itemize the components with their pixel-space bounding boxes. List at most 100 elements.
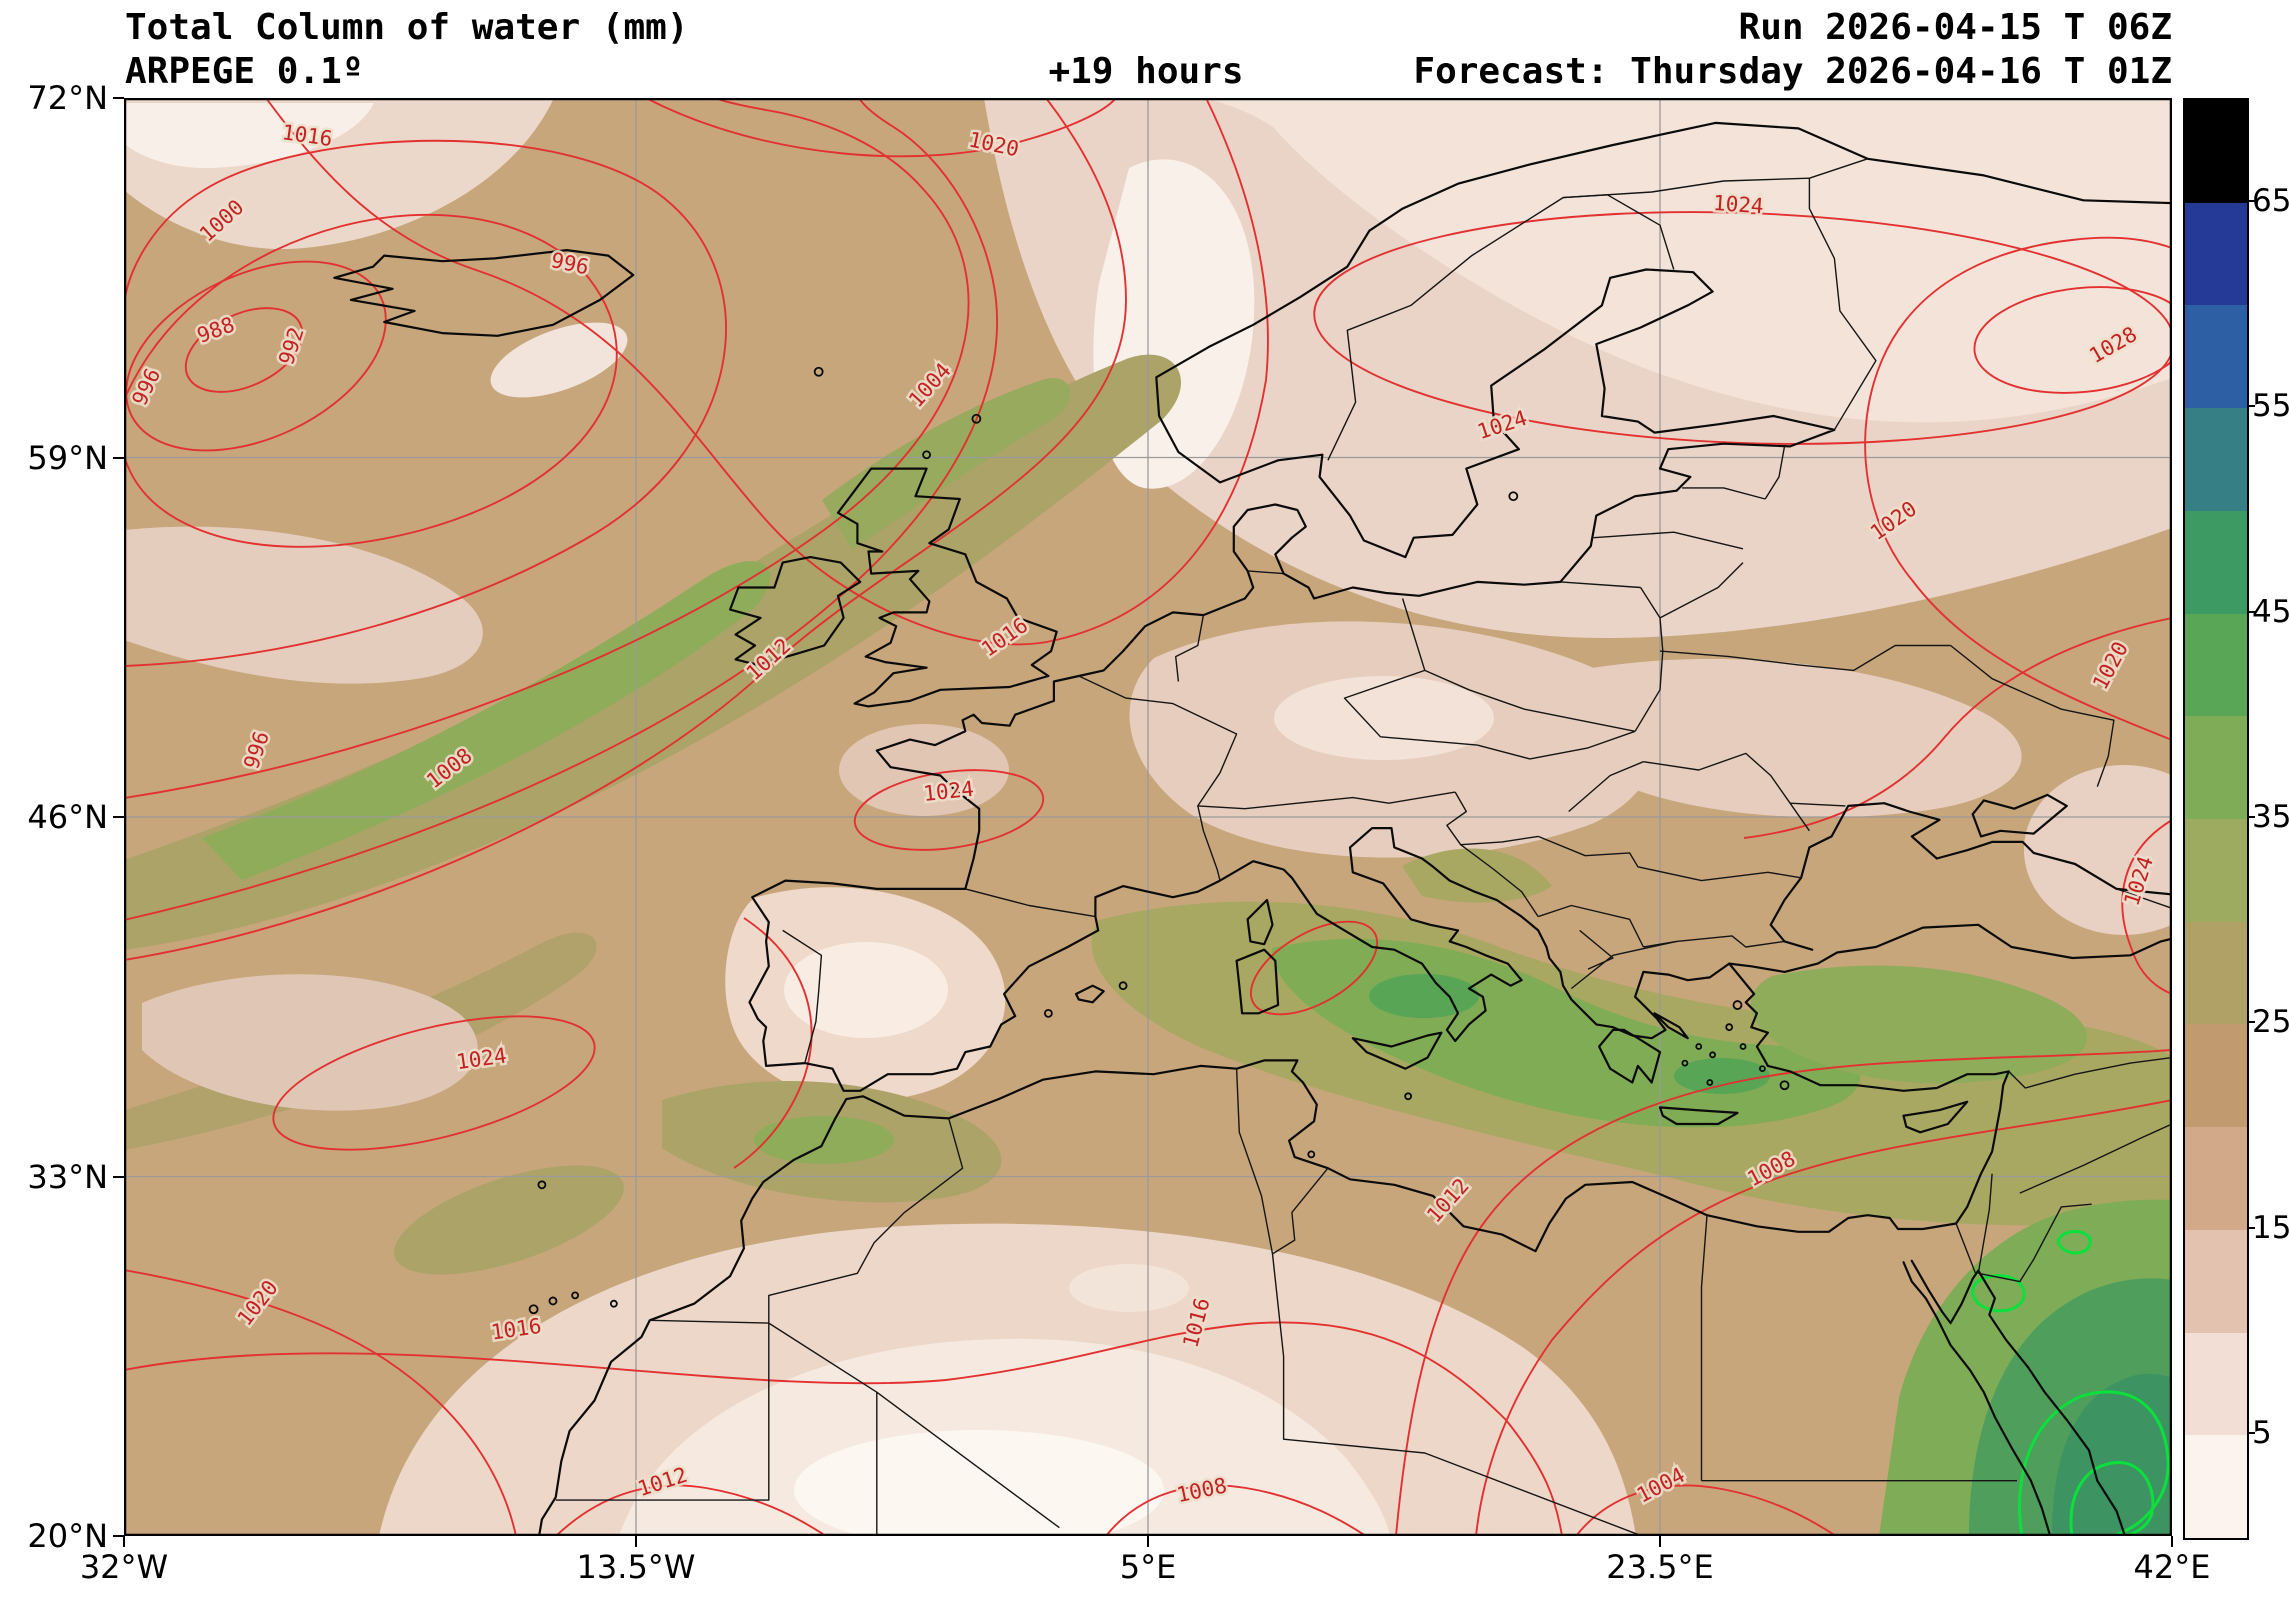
colorbar-segment [2185, 613, 2247, 717]
field-region [784, 942, 948, 1038]
coastline-path [333, 249, 635, 337]
colorbar-segment [2185, 1024, 2247, 1128]
island [813, 366, 824, 377]
coastline-path [1598, 1028, 1662, 1084]
red-contour [1743, 617, 2172, 839]
coastline-path [748, 121, 2172, 1092]
coastline-path [836, 467, 1058, 708]
border-path [1568, 761, 1644, 813]
x-tick-mark [2171, 1536, 2173, 1547]
coastline-path [538, 1059, 2010, 1536]
y-tick-mark [113, 816, 124, 818]
coastline-path [1235, 948, 1280, 1015]
border-path [1537, 904, 1645, 948]
y-tick-label: 46°N [27, 798, 108, 836]
border-path [649, 1319, 769, 1324]
green-contour [2056, 1230, 2092, 1255]
page-title: Total Column of water (mm) [125, 7, 689, 48]
colorbar-segment [2185, 510, 2247, 614]
model-label: ARPEGE 0.1º [125, 51, 364, 92]
y-tick-label: 20°N [27, 1517, 108, 1555]
plot-border [124, 98, 2172, 1536]
colorbar-tick-label: 35 [2252, 799, 2289, 835]
red-contour [555, 1484, 827, 1536]
map-plot-area: 1016 1020 1000 996 988 992 996 1004 1024 1028 1024… [124, 98, 2172, 1536]
red-contour [1249, 920, 1379, 1016]
x-tick-label: 42°E [2133, 1548, 2211, 1586]
isobar-label: 1016 [281, 120, 334, 151]
colorbar-segment [2185, 921, 2247, 1025]
border-path [1235, 1068, 1274, 1255]
x-tick-mark [123, 1536, 125, 1547]
red-contour [733, 917, 813, 1169]
grid-layer [124, 98, 2172, 1536]
colorbar-tick-mark [2247, 610, 2255, 613]
isobar-label: 1016 [490, 1314, 543, 1345]
border-path [1579, 929, 1614, 970]
border-path [1682, 487, 1766, 500]
border-path [1272, 1167, 1329, 1255]
x-tick-label: 13.5°W [576, 1548, 696, 1586]
island [1709, 1051, 1716, 1059]
red-contour [853, 769, 1045, 851]
y-tick-mark [113, 456, 124, 459]
x-tick-mark [1147, 1536, 1149, 1547]
border-path [1659, 562, 1744, 619]
coastline-layer [333, 121, 2172, 1536]
island [528, 1304, 539, 1315]
colorbar-segment [2185, 100, 2247, 203]
green-contour [2069, 1461, 2155, 1536]
y-tick-label: 59°N [27, 438, 108, 477]
colorbar-segment [2185, 1127, 2247, 1230]
field-region [1274, 676, 1494, 760]
border-path [1790, 802, 1846, 807]
island [1759, 1065, 1766, 1073]
coastline-path [1728, 962, 2010, 1092]
island [1779, 1080, 1790, 1091]
island [1307, 1150, 1316, 1159]
island [609, 1299, 618, 1308]
border-path [1593, 531, 1744, 550]
red-contour [1313, 211, 2172, 445]
field-region [2052, 1373, 2172, 1536]
red-contour [124, 98, 1127, 961]
colorbar-tick-mark [2247, 405, 2255, 408]
border-path [1477, 730, 1636, 760]
colorbar-segment [2185, 819, 2247, 922]
border-path [782, 929, 823, 1064]
coastline-path [1658, 1106, 1739, 1126]
isobar-label: 1024 [922, 777, 975, 806]
border-path [1563, 194, 1675, 270]
field-region [1069, 1264, 1189, 1312]
coastline-path [1971, 793, 2068, 838]
colorbar-tick-mark [2247, 1021, 2255, 1024]
field-region [394, 1165, 624, 1275]
field-region [1369, 974, 1479, 1018]
x-tick-mark [1659, 1536, 1661, 1547]
red-contour [124, 139, 727, 667]
x-tick-label: 23.5°E [1606, 1548, 1714, 1586]
colorbar-segment [2185, 408, 2247, 511]
forecast-label: Forecast: Thursday 2026-04-16 T 01Z [1413, 51, 2172, 92]
y-tick-label: 72°N [27, 79, 108, 117]
field-region [1402, 848, 1552, 903]
coastline-path [1910, 1259, 2127, 1536]
red-contour [1575, 1484, 1837, 1536]
colorbar-tick-label: 15 [2252, 1209, 2289, 1246]
border-path [1700, 1215, 1708, 1481]
island [1706, 1079, 1714, 1086]
border-path [1446, 791, 1539, 846]
border-path [1197, 791, 1456, 810]
field-region [1674, 1058, 1770, 1094]
island [1739, 1043, 1747, 1050]
colorbar-tick-mark [2247, 1226, 2255, 1229]
border-path [2019, 1123, 2172, 1194]
island [548, 1296, 558, 1306]
island [1695, 1043, 1703, 1050]
border-path [1078, 675, 1238, 774]
colorbar-tick-label: 65 [2252, 182, 2289, 219]
red-contour [124, 98, 998, 921]
colorbar-tick-label: 55 [2252, 388, 2289, 425]
field-region [839, 724, 1009, 816]
